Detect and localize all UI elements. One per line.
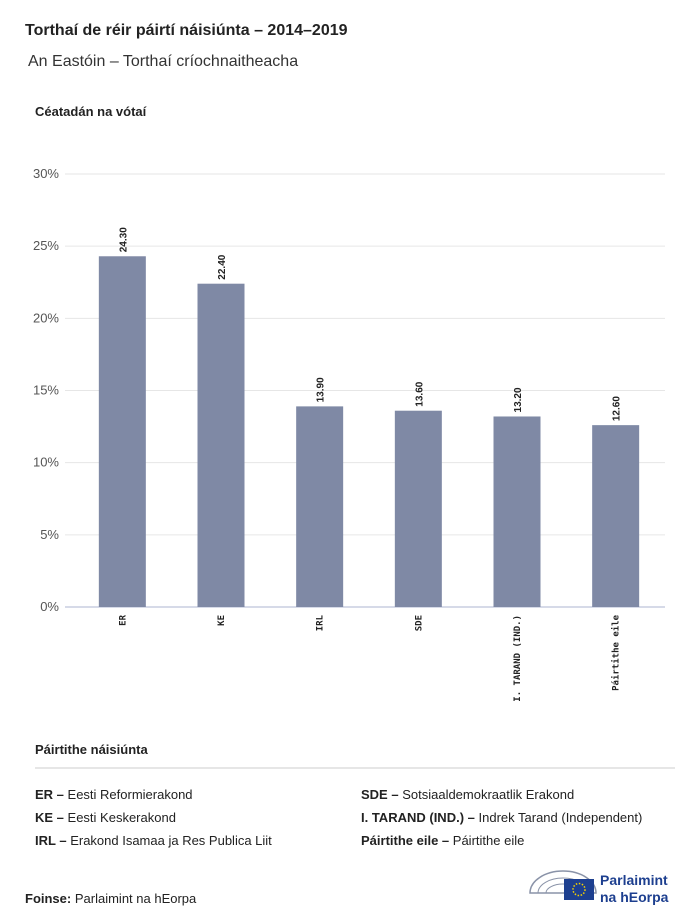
source-label: Foinse:: [25, 891, 71, 906]
logo: Parlaimint na hEorpa: [529, 870, 669, 905]
bar: [394, 410, 442, 607]
y-tick-label: 30%: [33, 166, 59, 181]
legend-name: Erakond Isamaa ja Res Publica Liit: [70, 833, 272, 848]
legend-abbr: SDE –: [361, 787, 399, 802]
legend-abbr: Páirtithe eile –: [361, 833, 449, 848]
legend-name: Eesti Reformierakond: [68, 787, 193, 802]
x-tick-label: I. TARAND (IND.): [513, 615, 523, 702]
value-label: 13.60: [414, 381, 425, 406]
legend-item: I. TARAND (IND.) – Indrek Tarand (Indepe…: [361, 810, 642, 825]
chart-subtitle: An Eastóin – Torthaí críochnaitheacha: [28, 53, 298, 70]
legend-name: Indrek Tarand (Independent): [479, 810, 643, 825]
y-tick-label: 10%: [33, 455, 59, 470]
bar: [98, 256, 146, 607]
legend-name: Eesti Keskerakond: [68, 810, 176, 825]
y-tick-label: 25%: [33, 238, 59, 253]
x-tick-label: ER: [118, 614, 128, 625]
logo-flag: [564, 879, 594, 900]
source-text: Parlaimint na hEorpa: [75, 891, 197, 906]
y-axis-title: Céatadán na vótaí: [35, 104, 147, 119]
bar: [592, 425, 640, 607]
legend-abbr: IRL –: [35, 833, 67, 848]
bar: [493, 416, 541, 607]
value-label: 13.90: [316, 377, 327, 402]
logo-text: na hEorpa: [600, 889, 669, 905]
legend: ER – Eesti Reformierakond KE – Eesti Kesk…: [35, 787, 642, 848]
legend-name: Páirtithe eile: [453, 833, 525, 848]
chart-title: Torthaí de réir páirtí náisiúnta – 2014–…: [25, 22, 348, 39]
y-tick-label: 5%: [40, 527, 59, 542]
legend-abbr: KE –: [35, 810, 64, 825]
x-tick-label: KE: [217, 615, 227, 626]
value-label: 22.40: [217, 254, 228, 279]
bar: [296, 406, 344, 607]
legend-abbr: ER –: [35, 787, 64, 802]
logo-text: Parlaimint: [600, 872, 668, 888]
legend-title: Páirtithe náisiúnta: [35, 742, 148, 757]
logo-hemicycle: [529, 870, 597, 894]
legend-item: SDE – Sotsiaaldemokraatlik Erakond: [361, 787, 574, 802]
y-tick-label: 0%: [40, 599, 59, 614]
legend-item: Páirtithe eile – Páirtithe eile: [361, 833, 524, 848]
x-tick-label: SDE: [414, 615, 424, 631]
legend-abbr: I. TARAND (IND.) –: [361, 810, 475, 825]
bar: [197, 283, 245, 607]
y-tick-label: 20%: [33, 310, 59, 325]
legend-item: KE – Eesti Keskerakond: [35, 810, 176, 825]
x-tick-label: Páirtithe eile: [611, 614, 622, 690]
value-label: 12.60: [612, 396, 623, 421]
value-label: 13.20: [513, 387, 524, 412]
value-label: 24.30: [118, 227, 129, 252]
legend-name: Sotsiaaldemokraatlik Erakond: [402, 787, 574, 802]
y-tick-label: 15%: [33, 383, 59, 398]
legend-item: ER – Eesti Reformierakond: [35, 787, 193, 802]
x-tick-label: IRL: [316, 614, 326, 631]
logo-stars: [572, 882, 586, 897]
legend-item: IRL – Erakond Isamaa ja Res Publica Liit: [35, 833, 272, 848]
source: Foinse: Parlaimint na hEorpa: [25, 891, 197, 906]
